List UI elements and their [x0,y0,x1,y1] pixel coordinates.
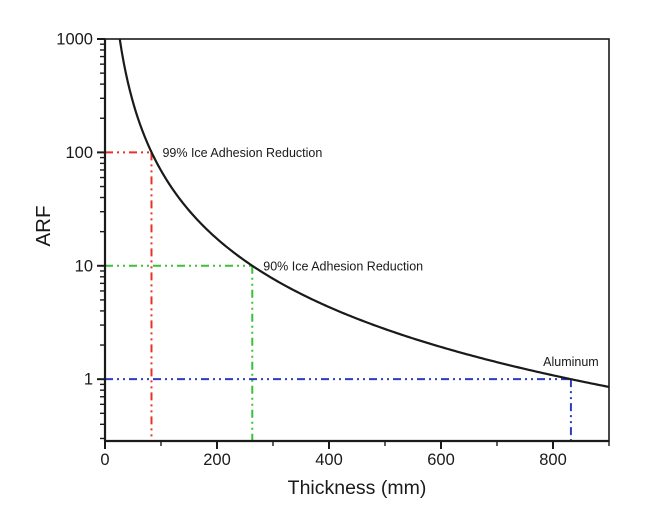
x-tick-label: 200 [203,451,231,469]
x-tick-label: 600 [427,451,455,469]
x-tick-label: 800 [539,451,567,469]
x-axis-title: Thickness (mm) [288,477,427,499]
annotation-label: 99% Ice Adhesion Reduction [162,146,322,160]
y-tick-label: 1 [84,371,93,389]
y-tick-label: 1000 [56,31,93,49]
y-axis-title: ARF [32,206,55,247]
arf-curve [118,39,609,388]
x-tick-label: 0 [100,451,109,469]
y-tick-label: 10 [75,257,93,275]
annotation-label: Aluminum [543,355,599,369]
x-tick-label: 400 [315,451,343,469]
annotation-label: 90% Ice Adhesion Reduction [263,259,423,273]
y-tick-label: 100 [65,144,93,162]
plot-border [104,38,610,442]
